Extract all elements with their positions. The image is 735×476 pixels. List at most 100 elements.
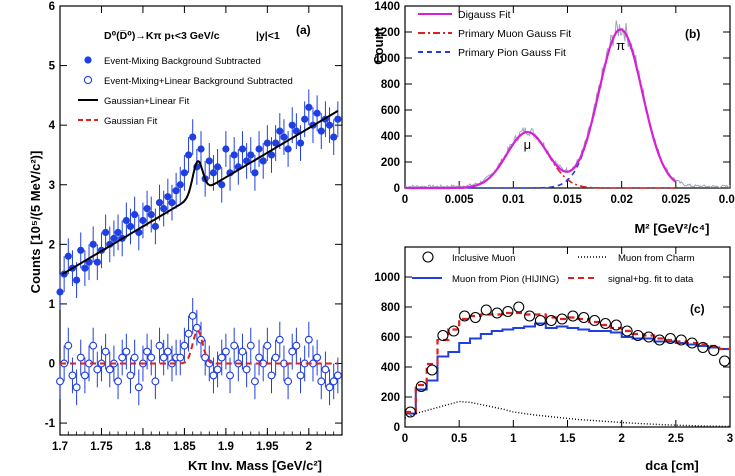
panel-c-inclusive-muon-point: [404, 406, 416, 418]
panel-c-inclusive-muon-point: [426, 364, 438, 376]
panel-c-inclusive-muon-point: [686, 337, 698, 349]
panel-a-legend: Event-Mixing Background Subtracted Event-…: [78, 56, 293, 127]
panel-a-point-open: [271, 353, 280, 362]
panel-a-plot-frame: [59, 5, 343, 436]
panel-c-legend-label: Inclusive Muon: [452, 253, 515, 264]
panel-c-ytick-label: 0: [394, 422, 400, 434]
panel-a-point-open: [64, 341, 73, 350]
panel-c-xtick-label: 0.5: [451, 433, 468, 445]
panel-a-point-open: [176, 353, 185, 362]
panel-a-point-open: [197, 335, 205, 344]
panel-a-point-filled: [313, 109, 321, 117]
panel-a-point-open: [118, 353, 127, 362]
panel-c-inclusive-muon-point: [415, 380, 427, 393]
panel-a-point-open: [184, 329, 193, 338]
panel-a-ytick-label: 6: [49, 1, 55, 13]
panel-c-xtick-label: 2: [618, 433, 624, 445]
panel-a-point-open: [188, 311, 197, 320]
panel-a-xlabel: Kπ Inv. Mass [GeV/c²]: [188, 458, 322, 473]
panel-c-inclusive-muon-point: [513, 301, 525, 313]
panel-a-point-filled: [81, 264, 89, 272]
panel-a-point-filled: [330, 133, 338, 141]
panel-b-ytick-label: 1200: [374, 27, 400, 39]
panel-a-point-open: [134, 383, 143, 392]
panel-a-point-open: [313, 353, 322, 362]
panel-a-ytick-label: 5: [49, 61, 56, 73]
panel-a-label: (a): [296, 23, 311, 37]
panel-b-ytick-label: 200: [381, 157, 400, 169]
panel-a-point-filled: [284, 145, 292, 153]
panel-a-point-open: [255, 353, 264, 362]
panel-c-pion-hijing-hist: [405, 322, 730, 415]
panel-a-point-open: [292, 341, 301, 350]
panel-a-ytick-label: 1: [49, 299, 56, 311]
panel-a-xtick-label: 1.85: [173, 441, 196, 453]
panel-b-legend-label: Primary Pion Gauss Fit: [458, 47, 566, 59]
panel-a-point-filled: [276, 127, 284, 135]
panel-c-xtick-label: 3: [727, 433, 733, 445]
panel-a-point-filled: [126, 222, 135, 231]
panel-a-point-open: [192, 323, 201, 332]
panel-b-ytick-label: 0: [394, 183, 400, 195]
panel-a-point-open: [217, 353, 226, 362]
panel-a-point-open: [325, 383, 334, 392]
panel-a-point-filled: [259, 157, 267, 165]
panel-c-inclusive-muon-point: [545, 314, 557, 327]
panel-c-inclusive-muon-point: [567, 310, 579, 322]
panel-b-label: (b): [685, 27, 700, 41]
panel-a-point-filled: [247, 151, 255, 159]
panel-a-point-filled: [89, 240, 97, 248]
panel-c-inclusive-muon-point: [675, 334, 687, 346]
panel-c-inclusive-muon-point: [524, 310, 536, 322]
panel-b-xtick-label: 0: [402, 194, 408, 206]
panel-a-point-open: [151, 377, 160, 386]
panel-a-point-filled: [56, 288, 64, 296]
panel-c-inclusive-muon-point: [643, 331, 655, 343]
panel-c-inclusive-muon-point: [437, 329, 449, 342]
panel-a-xtick-label: 2: [306, 441, 312, 453]
panel-a-point-open: [304, 335, 313, 344]
panel-a-xtick-label: 1.9: [218, 441, 234, 453]
panel-a-legend-label: Event-Mixing+Linear Background Subtracte…: [104, 76, 293, 87]
panel-a-point-filled: [230, 151, 238, 159]
panel-a-point-filled: [160, 204, 168, 213]
panel-a-point-filled: [267, 151, 276, 159]
panel-c-ytick-label: 600: [381, 332, 400, 344]
panel-a-ytick-label: 0: [49, 359, 55, 371]
panel-a-point-open: [317, 377, 326, 386]
panel-c-legend-marker: [422, 251, 434, 263]
panel-a-point-open: [163, 347, 172, 356]
panel-c-inclusive-muon-point: [459, 310, 471, 322]
panel-a-point-open: [155, 341, 164, 350]
panel-a-xtick-label: 1.8: [135, 441, 152, 453]
panel-a-point-open: [246, 341, 255, 350]
panel-b-ytick-label: 1000: [374, 53, 400, 65]
panel-a-point-filled: [263, 139, 271, 147]
panel-b-legend: Digauss Fit Primary Muon Gauss Fit Primary…: [418, 9, 571, 59]
panel-a-point-filled: [102, 228, 110, 237]
panel-b-mass-squared-chart: Count M² [GeV²/c⁴] (b) Digauss Fit Primar…: [371, 1, 735, 236]
panel-c-inclusive-muon-point: [534, 314, 546, 327]
panel-a-point-open: [101, 347, 110, 356]
panel-b-digauss-fit: [405, 28, 677, 190]
panel-c-xtick-label: 1: [510, 433, 517, 445]
panel-a-point-filled: [280, 133, 288, 141]
panel-a-point-open: [284, 377, 293, 386]
panel-a-point-filled: [72, 276, 81, 284]
panel-a-point-filled: [184, 151, 193, 159]
panel-a-gauss-linear-fit-curve: [61, 110, 339, 275]
panel-b-ytick-label: 1400: [374, 1, 400, 13]
panel-a-point-filled: [172, 187, 180, 195]
panel-a-point-filled: [222, 145, 230, 153]
panel-a-point-filled: [189, 133, 197, 141]
panel-a-point-open: [296, 371, 305, 380]
panel-a-point-filled: [243, 157, 251, 165]
panel-c-inclusive-muon-point: [621, 325, 633, 337]
panel-a-point-filled: [164, 193, 172, 201]
panel-a-legend-label: Event-Mixing Background Subtracted: [104, 56, 261, 67]
panel-a-point-filled: [317, 127, 325, 135]
panel-a-invariant-mass-chart: Counts [10⁵/(5 MeV/c²)] Kπ Inv. Mass [Ge…: [28, 1, 343, 473]
panel-a-point-open: [80, 371, 89, 380]
panel-b-ytick-label: 600: [381, 105, 400, 117]
